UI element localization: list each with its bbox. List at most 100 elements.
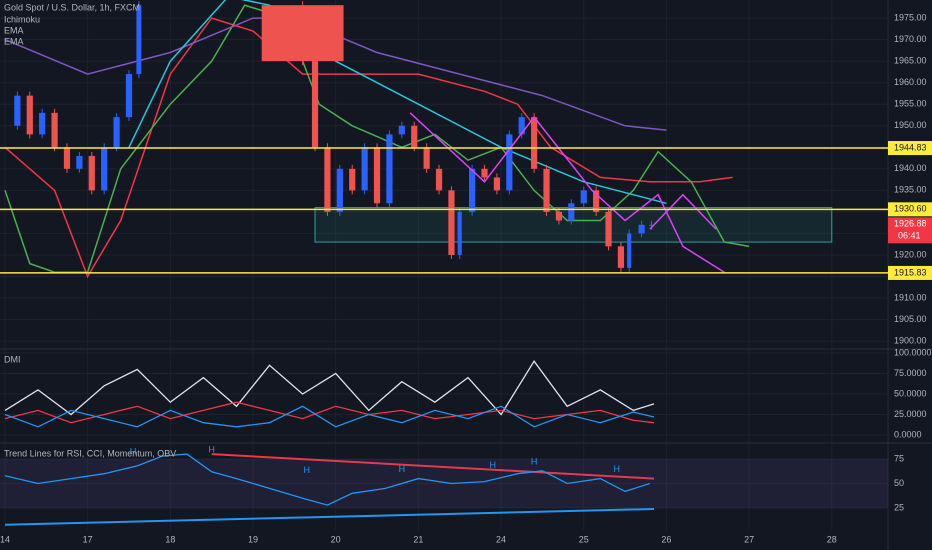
candle bbox=[580, 190, 587, 204]
candle bbox=[617, 246, 625, 268]
candle bbox=[435, 168, 443, 191]
candle bbox=[411, 125, 418, 148]
y-tick-label: 75 bbox=[894, 453, 904, 463]
candle bbox=[543, 168, 550, 212]
panel-title: Gold Spot / U.S. Dollar, 1h, FXCM bbox=[4, 2, 140, 12]
candle bbox=[113, 117, 120, 148]
y-tick-label: 100.0000 bbox=[894, 347, 932, 357]
x-tick-label: 19 bbox=[248, 534, 258, 544]
candle bbox=[493, 177, 501, 191]
y-tick-label: 1920.00 bbox=[894, 249, 927, 259]
candle bbox=[63, 147, 71, 169]
indicator-line bbox=[4, 360, 655, 416]
candle bbox=[311, 61, 319, 148]
marker: H bbox=[303, 465, 310, 475]
x-tick-label: 26 bbox=[661, 534, 671, 544]
last-price-tag bbox=[888, 217, 932, 244]
y-tick-label: 1970.00 bbox=[894, 34, 927, 44]
x-tick-label: 25 bbox=[579, 534, 589, 544]
candle bbox=[88, 155, 95, 191]
candle bbox=[649, 224, 655, 226]
last-price: 1926.88 bbox=[894, 219, 927, 229]
marker: H bbox=[130, 447, 137, 457]
y-tick-label: 1935.00 bbox=[894, 185, 927, 195]
x-tick-label: 24 bbox=[496, 534, 506, 544]
candle bbox=[506, 134, 513, 191]
y-tick-label: 50.0000 bbox=[894, 388, 927, 398]
level-label: 1915.83 bbox=[894, 267, 927, 277]
y-tick-label: 50 bbox=[894, 478, 904, 488]
marker: H bbox=[614, 464, 621, 474]
candle bbox=[605, 211, 612, 247]
level-tag bbox=[888, 265, 932, 280]
indicator-line bbox=[4, 405, 655, 428]
y-tick-label: 1965.00 bbox=[894, 56, 927, 66]
level-tag bbox=[888, 202, 932, 217]
candle bbox=[518, 117, 525, 135]
candle bbox=[361, 147, 368, 191]
candle bbox=[349, 168, 356, 191]
countdown: 06:41 bbox=[898, 231, 921, 241]
x-tick-label: 17 bbox=[83, 534, 93, 544]
candle bbox=[457, 211, 462, 255]
candle bbox=[76, 155, 83, 169]
candle bbox=[481, 168, 488, 178]
candle bbox=[593, 190, 600, 212]
trend-line bbox=[4, 508, 655, 526]
legend-entry: Ichimoku bbox=[4, 14, 40, 24]
y-tick-label: 25.0000 bbox=[894, 409, 927, 419]
candle bbox=[336, 168, 343, 212]
candle bbox=[555, 211, 563, 221]
y-tick-label: 75.0000 bbox=[894, 368, 927, 378]
candle bbox=[627, 233, 632, 268]
candle bbox=[101, 147, 108, 191]
candle bbox=[568, 203, 575, 221]
legend-entry: EMA bbox=[4, 25, 24, 35]
drawing bbox=[649, 193, 717, 230]
indicator-line bbox=[4, 17, 733, 279]
candle bbox=[469, 168, 476, 212]
level-tag bbox=[888, 141, 932, 156]
x-tick-label: 18 bbox=[165, 534, 175, 544]
candle bbox=[638, 224, 645, 234]
candle bbox=[386, 134, 393, 204]
y-tick-label: 1940.00 bbox=[894, 163, 927, 173]
marker: H bbox=[490, 460, 497, 470]
y-tick-label: 1950.00 bbox=[894, 120, 927, 130]
candle bbox=[14, 95, 21, 126]
candle bbox=[39, 112, 46, 135]
candle bbox=[261, 5, 344, 62]
candle bbox=[51, 112, 58, 148]
candle bbox=[423, 147, 430, 169]
level-label: 1930.60 bbox=[894, 204, 927, 214]
x-tick-label: 21 bbox=[413, 534, 423, 544]
x-tick-label: 27 bbox=[744, 534, 754, 544]
panel bbox=[0, 350, 888, 442]
y-tick-label: 1975.00 bbox=[894, 12, 927, 22]
candle bbox=[26, 95, 33, 135]
trend-line bbox=[211, 453, 655, 480]
candle bbox=[373, 147, 381, 204]
y-tick-label: 0.0000 bbox=[894, 429, 922, 439]
indicator-line bbox=[4, 453, 651, 506]
panel: H H H H H H H bbox=[0, 444, 888, 530]
y-tick-label: 1900.00 bbox=[894, 335, 927, 345]
candle bbox=[125, 74, 133, 118]
marker: H bbox=[399, 464, 406, 474]
panel-title: Trend Lines for RSI, CCI, Momentum, OBV bbox=[4, 448, 176, 458]
y-tick-label: 1905.00 bbox=[894, 314, 927, 324]
indicator-line bbox=[4, 401, 655, 424]
panel-title: DMI bbox=[4, 354, 21, 364]
band bbox=[0, 459, 888, 509]
x-tick-label: 20 bbox=[331, 534, 341, 544]
x-tick-label: 14 bbox=[0, 534, 10, 544]
x-tick-label: 28 bbox=[827, 534, 837, 544]
indicator-line bbox=[128, 0, 667, 205]
y-tick-label: 1955.00 bbox=[894, 99, 927, 109]
marker: H bbox=[208, 445, 215, 455]
zone bbox=[314, 207, 833, 243]
y-tick-label: 1910.00 bbox=[894, 292, 927, 302]
drawing bbox=[409, 112, 725, 273]
y-tick-label: 1960.00 bbox=[894, 77, 927, 87]
